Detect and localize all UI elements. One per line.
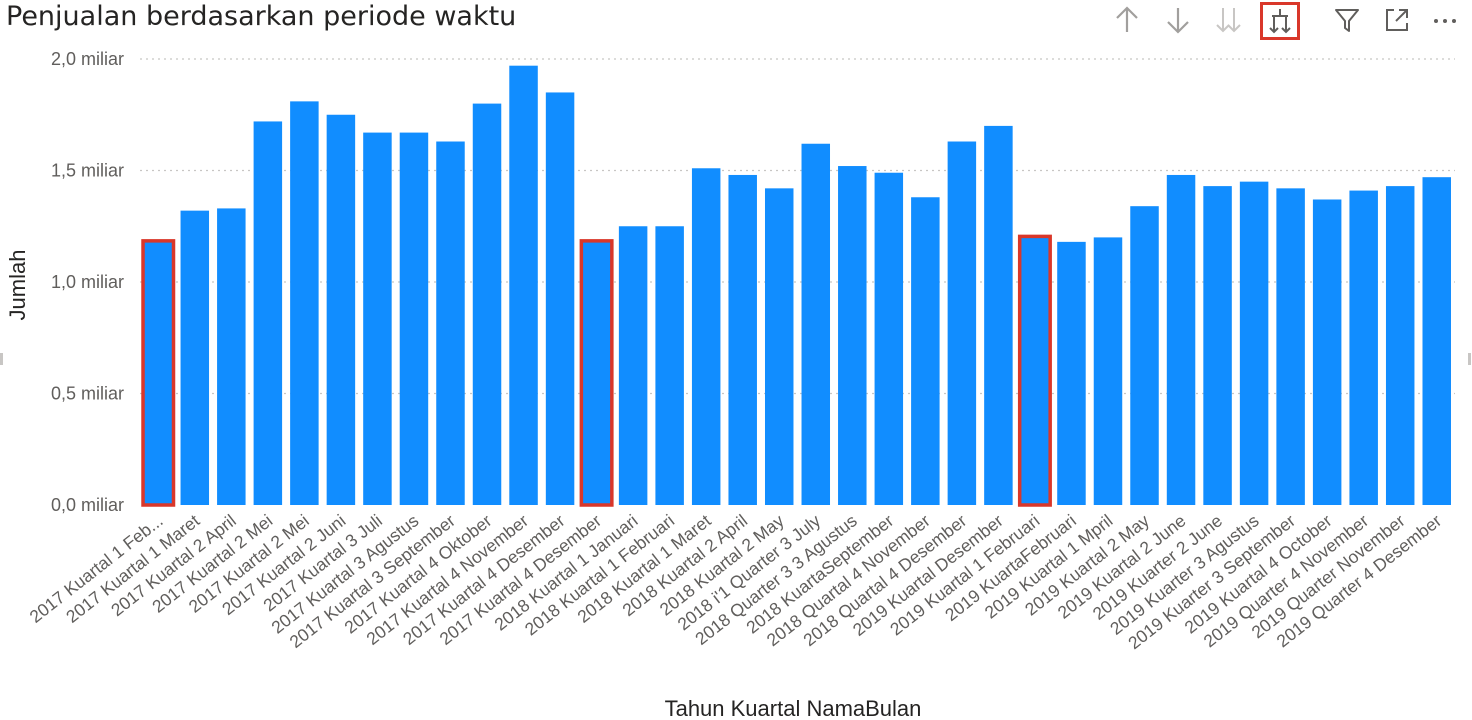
bar[interactable] [1093, 237, 1123, 505]
bar[interactable] [436, 141, 465, 505]
bar[interactable] [984, 125, 1013, 506]
bar[interactable] [728, 174, 757, 505]
focus-mode-button[interactable] [1380, 3, 1414, 37]
bar[interactable] [655, 226, 684, 505]
expand-hierarchy-icon [1269, 9, 1291, 34]
drill-down-button[interactable] [1161, 3, 1195, 37]
bar[interactable] [691, 168, 721, 505]
bar[interactable] [180, 210, 210, 505]
bar[interactable] [1239, 181, 1269, 505]
bars [141, 65, 1451, 507]
bar[interactable] [911, 197, 940, 505]
drill-up-icon [1116, 6, 1138, 32]
bar-highlight-outline [1017, 234, 1052, 507]
filter-icon [1335, 9, 1359, 32]
bar[interactable] [509, 65, 538, 505]
bar-highlight-outline [141, 239, 176, 507]
y-axis-ticks: 0,0 miliar 0,5 miliar 1,0 miliar 1,5 miliar… [51, 49, 124, 515]
y-tick-label: 2,0 miliar [51, 49, 124, 69]
visual-header-toolbar [0, 0, 1472, 44]
bar[interactable] [1203, 186, 1232, 506]
bar[interactable] [1349, 190, 1378, 505]
bar[interactable] [801, 143, 831, 506]
bar[interactable] [253, 121, 283, 505]
bar[interactable] [764, 188, 794, 505]
bar[interactable] [1057, 241, 1086, 506]
bar[interactable] [874, 172, 904, 506]
bar-highlighted[interactable] [582, 241, 611, 506]
x-axis-title: Tahun Kuartal NamaBulan [665, 696, 922, 720]
bar[interactable] [290, 101, 319, 506]
drill-up-button[interactable] [1110, 3, 1144, 37]
bar[interactable] [1276, 188, 1305, 505]
bar-highlight-outline [579, 239, 614, 507]
y-tick-label: 0,0 miliar [51, 495, 124, 515]
next-level-button[interactable] [1211, 3, 1245, 37]
chart-title: Penjualan berdasarkan periode waktu [6, 1, 517, 32]
drill-down-icon [1167, 8, 1189, 34]
y-tick-label: 1,0 miliar [51, 272, 124, 292]
bar[interactable] [472, 103, 502, 505]
resize-handle-left[interactable] [0, 353, 3, 365]
bar[interactable] [838, 166, 867, 506]
expand-hierarchy-button[interactable] [1260, 2, 1300, 40]
next-level-icon [1216, 8, 1241, 33]
bar-highlighted[interactable] [144, 241, 173, 506]
bar[interactable] [545, 92, 575, 505]
resize-handle-right[interactable] [1468, 353, 1471, 365]
focus-mode-icon [1386, 9, 1408, 31]
bar[interactable] [363, 132, 392, 505]
y-tick-label: 1,5 miliar [51, 161, 124, 181]
more-options-icon [1434, 19, 1456, 23]
bar[interactable] [1166, 174, 1196, 505]
bar[interactable] [217, 208, 246, 505]
bar[interactable] [399, 132, 429, 505]
x-axis-ticks: 2017 Kuartal 1 Feb...2017 Kuartal 1 Mare… [26, 510, 1446, 653]
bar[interactable] [1312, 199, 1342, 506]
bar[interactable] [947, 141, 977, 505]
bar[interactable] [326, 114, 356, 505]
more-options-button[interactable] [1428, 3, 1462, 37]
bar[interactable] [1422, 177, 1451, 505]
bar[interactable] [1130, 206, 1159, 505]
bar[interactable] [1385, 186, 1415, 506]
y-tick-label: 0,5 miliar [51, 384, 124, 404]
y-axis-title: Jumlah [5, 250, 30, 321]
bar-highlighted[interactable] [1020, 237, 1050, 505]
filter-button[interactable] [1330, 3, 1364, 37]
bar[interactable] [618, 226, 648, 505]
